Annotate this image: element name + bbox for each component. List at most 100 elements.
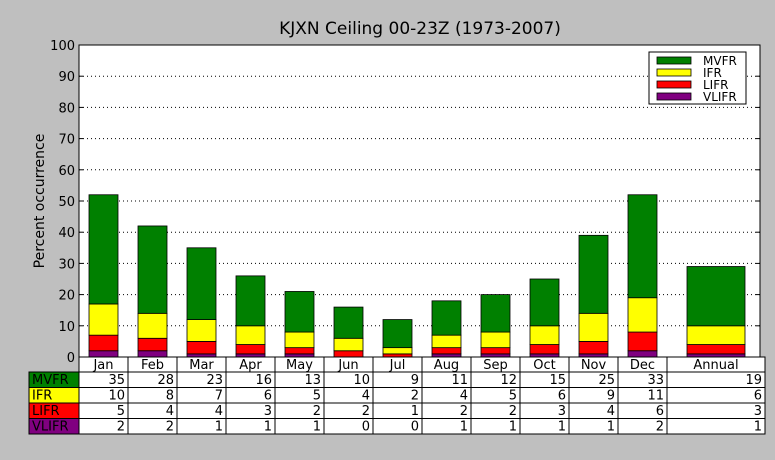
- bar-sep-lifr: [480, 347, 511, 355]
- table-value-lifr-dec: 6: [656, 404, 664, 419]
- table-value-vlifr-mar: 1: [215, 420, 223, 435]
- bar-feb-vlifr: [137, 350, 168, 358]
- table-value-vlifr-jun: 0: [362, 420, 370, 435]
- bar-sep-ifr: [480, 331, 511, 349]
- bar-dec-vlifr: [627, 350, 658, 358]
- table-value-vlifr-may: 1: [313, 420, 321, 435]
- bar-nov-mvfr: [578, 234, 609, 314]
- bar-oct-mvfr: [529, 278, 560, 327]
- bar-annual-mvfr: [686, 266, 746, 327]
- bar-jun-lifr: [333, 350, 364, 358]
- bar-mar-lifr: [186, 340, 217, 355]
- bar-apr-ifr: [235, 325, 266, 345]
- table-value-mvfr-dec: 33: [647, 373, 664, 388]
- x-tick-label-may: May: [286, 358, 313, 373]
- bars: [88, 194, 746, 358]
- table-value-mvfr-may: 13: [304, 373, 321, 388]
- x-tick-label-mar: Mar: [189, 358, 214, 373]
- table-value-mvfr-feb: 28: [157, 373, 174, 388]
- x-tick-label-jun: Jun: [337, 358, 358, 373]
- table-value-mvfr-nov: 25: [598, 373, 615, 388]
- table-row-label-lifr: LIFR: [32, 404, 60, 419]
- legend-swatch-mvfr: [656, 56, 692, 65]
- x-tick-label-nov: Nov: [581, 358, 607, 373]
- y-tick-label-30: 30: [58, 257, 75, 272]
- bar-may-ifr: [284, 331, 315, 349]
- table-value-ifr-jun: 4: [362, 389, 370, 404]
- table-value-ifr-jan: 10: [108, 389, 125, 404]
- y-axis-ticks: 0 10 20 30 40 50 60 70 80 90 100: [50, 39, 760, 366]
- table-value-mvfr-sep: 12: [500, 373, 517, 388]
- table-value-mvfr-jan: 35: [108, 373, 125, 388]
- table-row-label-mvfr: MVFR: [32, 373, 69, 388]
- legend-label-mvfr: MVFR: [703, 54, 737, 68]
- table-value-ifr-dec: 11: [647, 389, 664, 404]
- bar-jan-lifr: [88, 334, 119, 352]
- y-tick-label-20: 20: [58, 289, 75, 304]
- chart-title: KJXN Ceiling 00-23Z (1973-2007): [279, 19, 561, 39]
- x-tick-label-jul: Jul: [389, 358, 406, 373]
- x-tick-label-aug: Aug: [434, 358, 459, 373]
- table-value-mvfr-annual: 19: [745, 373, 762, 388]
- bar-jul-ifr: [382, 347, 413, 355]
- bar-oct-ifr: [529, 325, 560, 345]
- y-tick-label-10: 10: [58, 320, 75, 335]
- bar-apr-lifr: [235, 344, 266, 355]
- legend-label-lifr: LIFR: [703, 78, 728, 92]
- table-value-vlifr-oct: 1: [558, 420, 566, 435]
- table-value-vlifr-nov: 1: [607, 420, 615, 435]
- bar-aug-ifr: [431, 334, 462, 349]
- bar-jun-mvfr: [333, 306, 364, 339]
- table-value-ifr-mar: 7: [215, 389, 223, 404]
- bar-nov-ifr: [578, 312, 609, 342]
- y-tick-label-70: 70: [58, 133, 75, 148]
- bar-oct-lifr: [529, 344, 560, 355]
- bar-feb-ifr: [137, 312, 168, 339]
- bar-nov-lifr: [578, 340, 609, 355]
- y-tick-label-100: 100: [50, 39, 75, 54]
- x-tick-label-dec: Dec: [630, 358, 655, 373]
- table-cell-ifr-annual: [666, 387, 766, 404]
- table-cell-vlifr-annual: [666, 418, 766, 435]
- x-tick-label-annual: Annual: [693, 358, 738, 373]
- x-tick-label-apr: Apr: [239, 358, 262, 373]
- legend-swatch-lifr: [656, 80, 692, 89]
- bar-annual-lifr: [686, 344, 746, 355]
- bar-may-lifr: [284, 347, 315, 355]
- table-value-vlifr-aug: 1: [460, 420, 468, 435]
- table-value-mvfr-oct: 15: [549, 373, 566, 388]
- table-value-lifr-nov: 4: [607, 404, 615, 419]
- bar-jan-mvfr: [88, 194, 119, 305]
- table-value-ifr-apr: 6: [264, 389, 272, 404]
- bar-jul-mvfr: [382, 319, 413, 349]
- table-value-vlifr-feb: 2: [166, 420, 174, 435]
- table-value-lifr-jun: 2: [362, 404, 370, 419]
- table-value-lifr-jul: 1: [411, 404, 419, 419]
- table-value-ifr-may: 5: [313, 389, 321, 404]
- legend-swatch-vlifr: [656, 92, 692, 101]
- table-value-lifr-jan: 5: [117, 404, 125, 419]
- table-value-ifr-jul: 2: [411, 389, 419, 404]
- table-value-mvfr-jul: 9: [411, 373, 419, 388]
- legend-label-ifr: IFR: [703, 66, 722, 80]
- table-value-ifr-aug: 4: [460, 389, 468, 404]
- data-table: Jan Feb Mar Apr May Jun Jul Aug Sep Oct Nov Dec Annu…: [28, 356, 766, 435]
- x-tick-label-oct: Oct: [533, 358, 555, 373]
- bar-dec-mvfr: [627, 194, 658, 299]
- y-tick-label-60: 60: [58, 164, 75, 179]
- table-value-lifr-feb: 4: [166, 404, 174, 419]
- table-value-lifr-sep: 2: [509, 404, 517, 419]
- x-tick-label-feb: Feb: [141, 358, 164, 373]
- y-tick-label-90: 90: [58, 70, 75, 85]
- table-value-ifr-nov: 9: [607, 389, 615, 404]
- bar-jan-vlifr: [88, 350, 119, 358]
- bar-mar-mvfr: [186, 247, 217, 320]
- table-value-vlifr-sep: 1: [509, 420, 517, 435]
- table-value-mvfr-mar: 23: [206, 373, 223, 388]
- table-value-vlifr-jul: 0: [411, 420, 419, 435]
- table-value-ifr-annual: 6: [754, 389, 762, 404]
- bar-feb-lifr: [137, 337, 168, 352]
- bar-apr-mvfr: [235, 275, 266, 327]
